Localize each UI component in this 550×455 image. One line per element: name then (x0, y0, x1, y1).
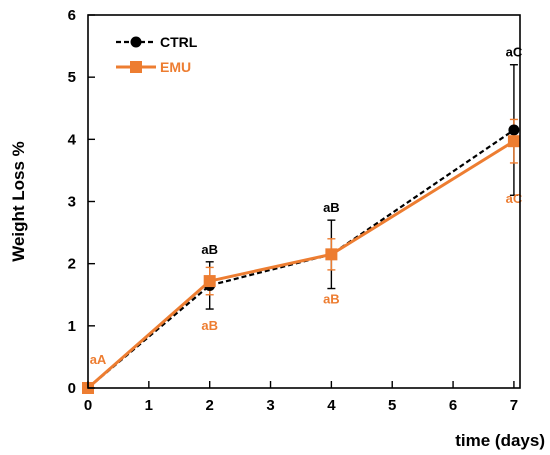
emu-point-2 (325, 248, 338, 261)
emu-point-3 (507, 135, 520, 148)
x-tick-label-2: 2 (206, 397, 214, 414)
tick-marks (87, 14, 515, 389)
legend-label-emu: EMU (160, 59, 191, 75)
y-tick-label-4: 4 (68, 131, 77, 148)
y-tick-label-6: 6 (68, 7, 76, 24)
legend-marker-ctrl (130, 36, 142, 48)
point-annotations: aB aB aC aA aB aB aC (90, 45, 523, 367)
tick-labels: 0 1 2 3 4 5 6 7 0 1 2 3 4 5 6 (68, 7, 518, 414)
series-lines (87, 129, 515, 390)
emu-point-1 (203, 275, 216, 288)
y-tick-label-5: 5 (68, 69, 76, 86)
legend: CTRL EMU (116, 34, 198, 75)
emu-annotation-2: aB (323, 291, 340, 306)
ctrl-annotation-3: aC (506, 45, 523, 60)
x-tick-label-7: 7 (510, 397, 518, 414)
legend-marker-emu (130, 61, 142, 73)
emu-annotation-1: aB (201, 318, 218, 333)
x-tick-label-3: 3 (266, 397, 274, 414)
emu-series-line (87, 139, 515, 390)
x-tick-label-6: 6 (449, 397, 457, 414)
x-axis-title: time (days) (455, 431, 545, 450)
ctrl-series-line (87, 129, 515, 389)
y-tick-label-3: 3 (68, 194, 76, 211)
x-tick-label-1: 1 (145, 397, 153, 414)
ctrl-point-3 (508, 124, 520, 136)
x-tick-label-5: 5 (388, 397, 396, 414)
y-tick-label-2: 2 (68, 256, 76, 273)
emu-annotation-3: aC (506, 191, 523, 206)
legend-label-ctrl: CTRL (160, 34, 198, 50)
series-markers (82, 124, 520, 394)
y-axis-title: Weight Loss % (9, 141, 28, 262)
x-tick-label-0: 0 (84, 397, 92, 414)
emu-annotation-0: aA (90, 352, 107, 367)
ctrl-annotation-1: aB (201, 242, 218, 257)
x-tick-label-4: 4 (327, 397, 336, 414)
y-tick-label-0: 0 (68, 380, 76, 397)
ctrl-annotation-2: aB (323, 200, 340, 215)
y-tick-label-1: 1 (68, 318, 76, 335)
